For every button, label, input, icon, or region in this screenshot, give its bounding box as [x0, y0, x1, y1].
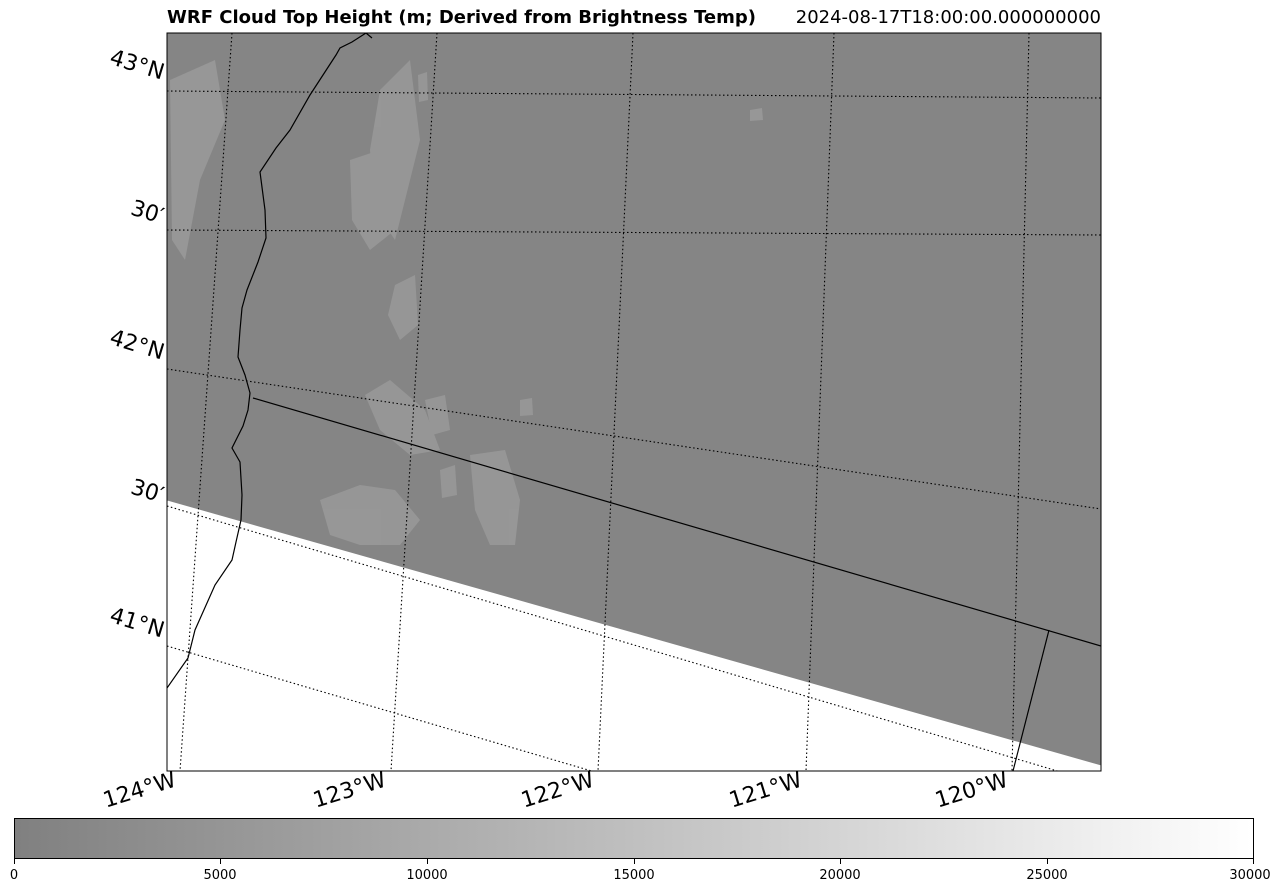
gridline-lat-42n — [167, 368, 1101, 510]
colorbar-tick — [427, 859, 428, 864]
no-data-edge — [167, 500, 1101, 771]
colorbar-label-0: 0 — [9, 868, 19, 883]
colorbar-label-15000: 15000 — [613, 868, 655, 883]
gridline-lat-41-5n — [167, 505, 1060, 771]
colorbar-label-20000: 20000 — [819, 868, 861, 883]
gridline-lon-120w — [1011, 33, 1030, 771]
gridline-lon-122w — [597, 33, 634, 771]
gridline-lon-121w — [805, 33, 835, 771]
map-timestamp: 2024-08-17T18:00:00.000000000 — [795, 7, 1101, 28]
colorbar — [14, 818, 1254, 859]
boundaries — [167, 33, 1101, 771]
gridline-lon-123w — [390, 33, 438, 771]
colorbar-label-5000: 5000 — [203, 868, 237, 883]
colorbar-tick — [1047, 859, 1048, 864]
state-border-120w — [1012, 629, 1050, 771]
cloud-patches — [170, 60, 763, 545]
colorbar-tick — [1253, 859, 1254, 864]
map-title: WRF Cloud Top Height (m; Derived from Br… — [167, 7, 756, 28]
colorbar-label-10000: 10000 — [406, 868, 448, 883]
colorbar-tick — [840, 859, 841, 864]
state-border-42n — [252, 397, 1101, 647]
colorbar-tick — [634, 859, 635, 864]
map-frame — [166, 32, 1102, 772]
colorbar-tick — [14, 859, 15, 864]
colorbar-label-25000: 25000 — [1026, 868, 1068, 883]
coastline — [167, 33, 373, 689]
colorbar-tick — [220, 859, 221, 864]
gridline-lon-124w — [179, 33, 233, 771]
colorbar-label-30000: 30000 — [1229, 868, 1271, 883]
gridlines — [167, 33, 1101, 771]
